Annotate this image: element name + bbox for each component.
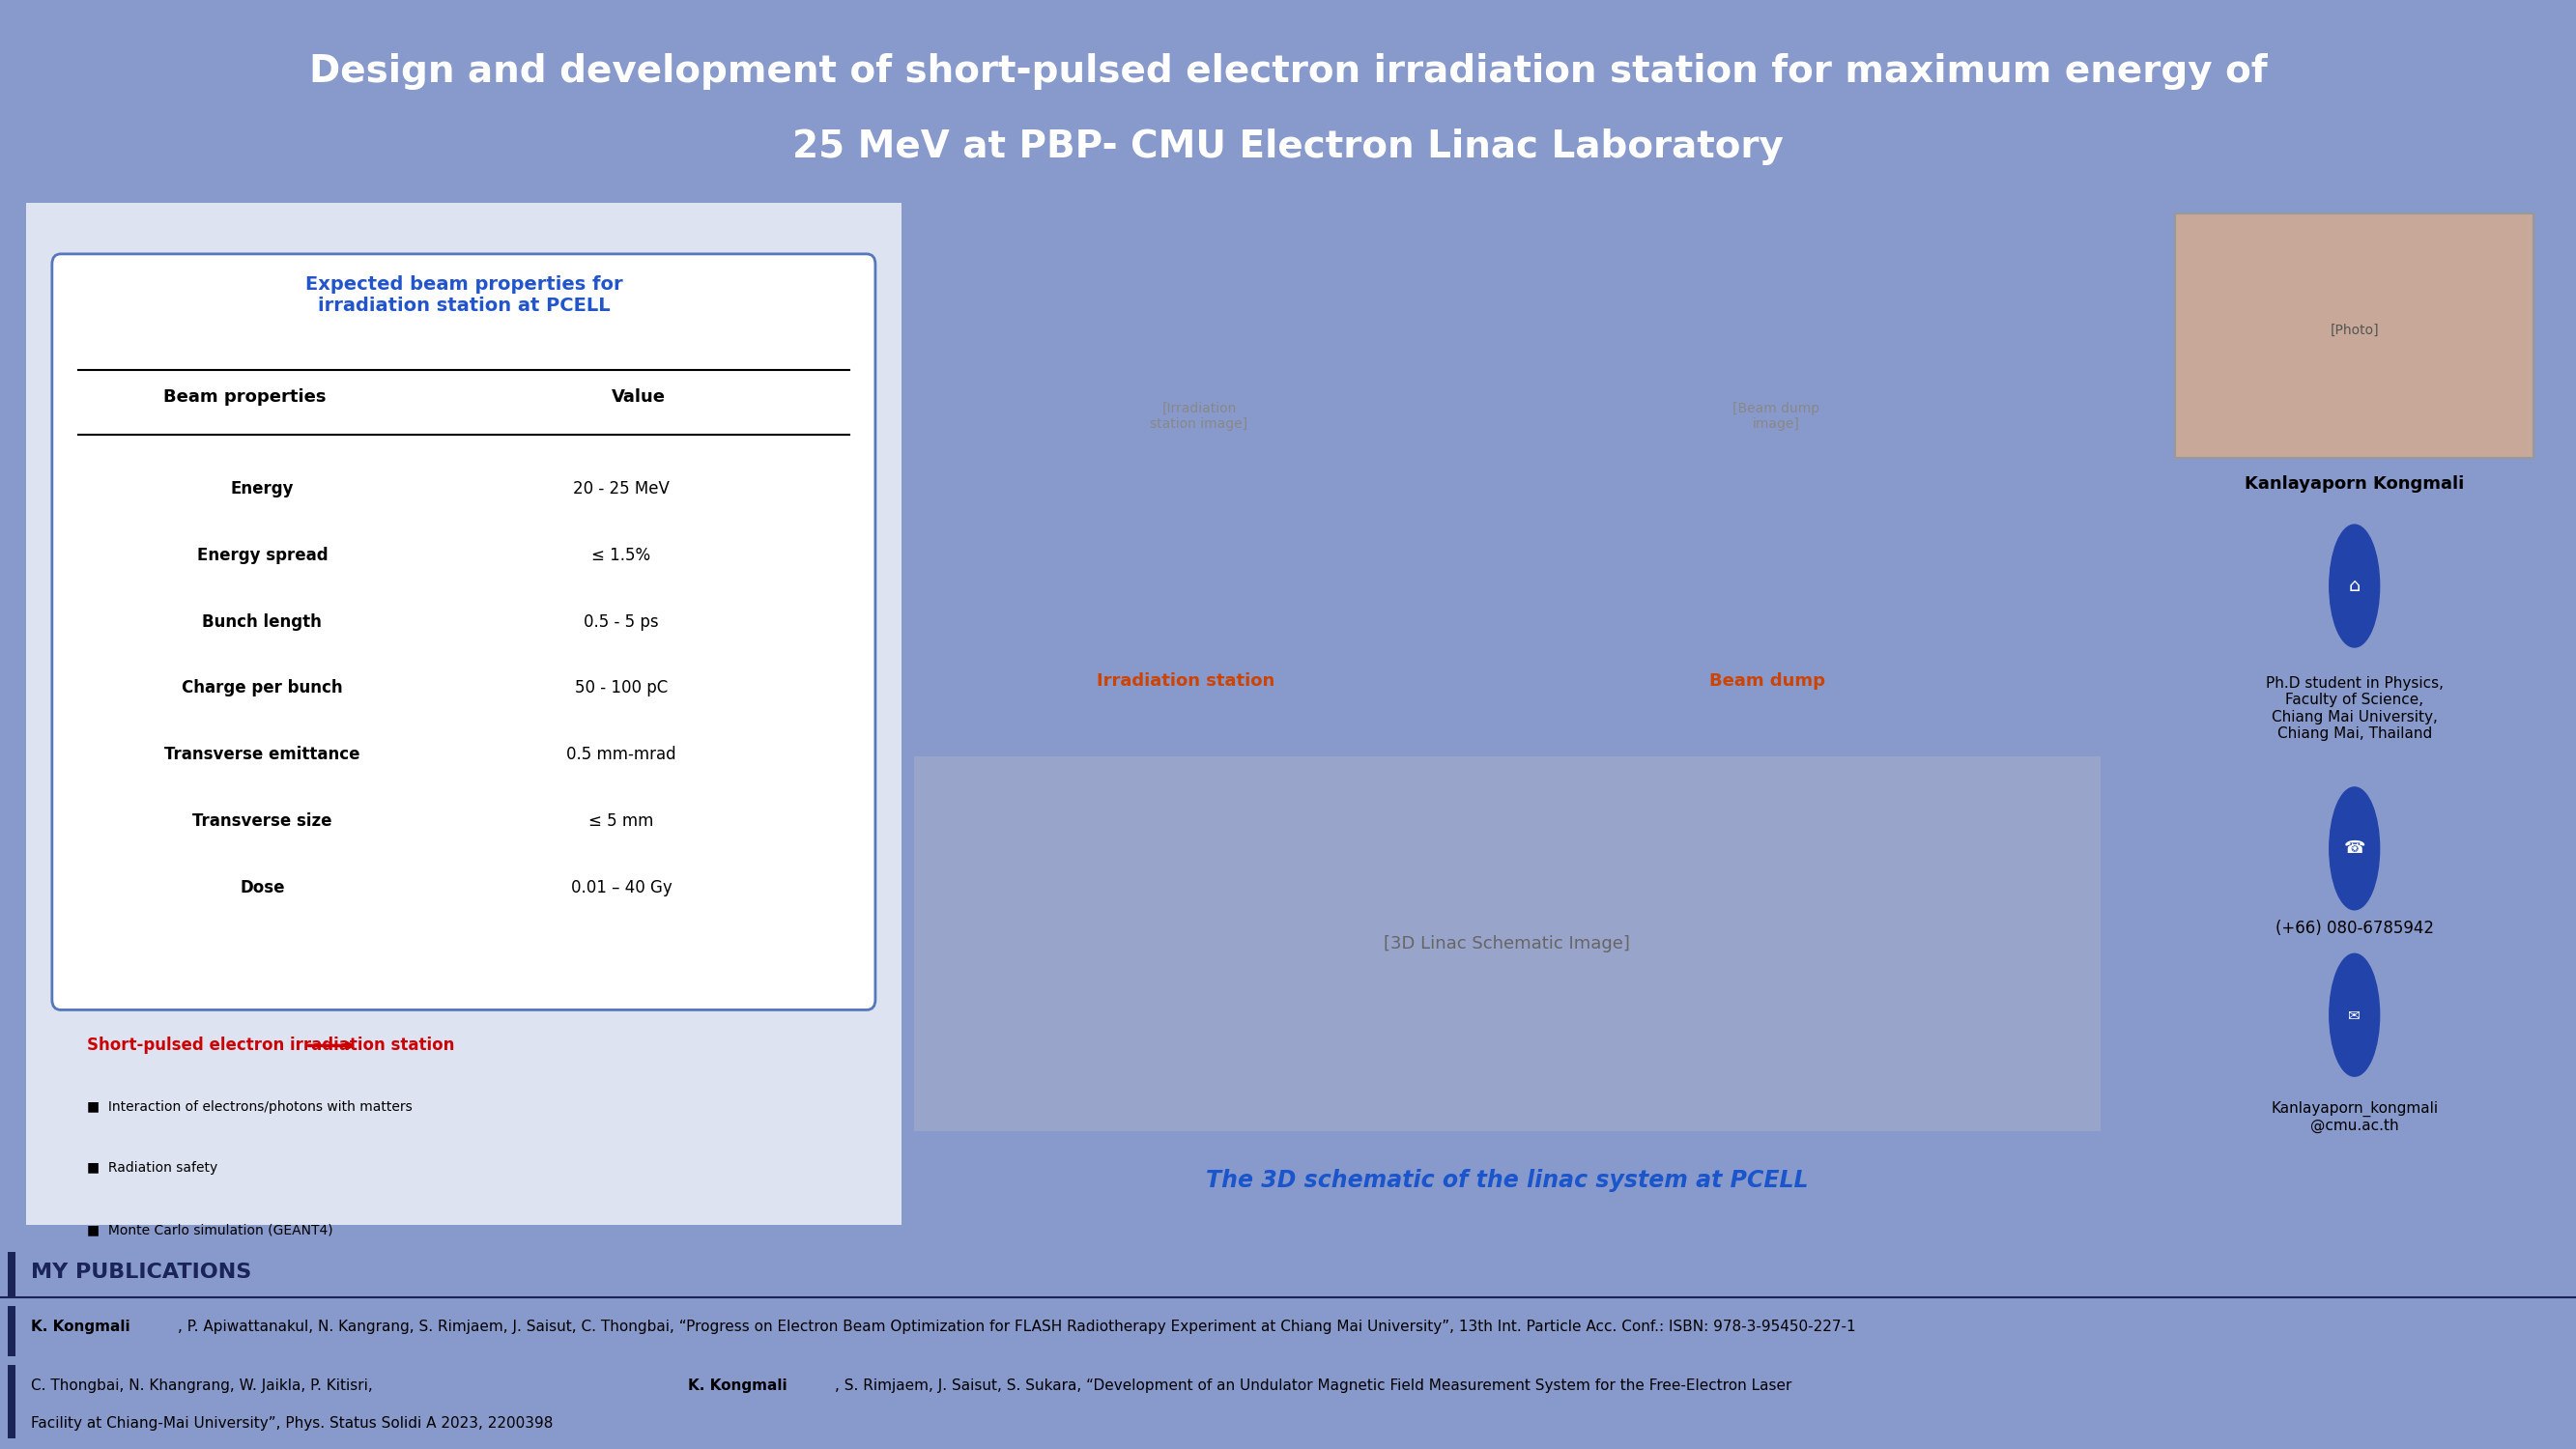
Text: ≤ 5 mm: ≤ 5 mm	[590, 813, 654, 830]
Text: K. Kongmali: K. Kongmali	[31, 1320, 129, 1335]
Text: Bunch length: Bunch length	[204, 613, 322, 630]
Text: ✉: ✉	[2349, 1007, 2360, 1022]
Text: Design and development of short-pulsed electron irradiation station for maximum : Design and development of short-pulsed e…	[309, 54, 2267, 90]
Text: Value: Value	[611, 388, 667, 406]
Text: 25 MeV at PBP- CMU Electron Linac Laboratory: 25 MeV at PBP- CMU Electron Linac Labora…	[793, 129, 1783, 165]
Text: , P. Apiwattanakul, N. Kangrang, S. Rimjaem, J. Saisut, C. Thongbai, “Progress o: , P. Apiwattanakul, N. Kangrang, S. Rimj…	[178, 1320, 1855, 1335]
Circle shape	[2329, 953, 2380, 1077]
Text: ■  Radiation safety: ■ Radiation safety	[88, 1162, 219, 1175]
Text: ■  Interaction of electrons/photons with matters: ■ Interaction of electrons/photons with …	[88, 1100, 412, 1114]
Text: , S. Rimjaem, J. Saisut, S. Sukara, “Development of an Undulator Magnetic Field : , S. Rimjaem, J. Saisut, S. Sukara, “Dev…	[835, 1379, 1790, 1394]
Text: ■  Monte Carlo simulation (GEANT4): ■ Monte Carlo simulation (GEANT4)	[88, 1223, 332, 1236]
Text: 0.01 – 40 Gy: 0.01 – 40 Gy	[572, 878, 672, 895]
Circle shape	[2329, 525, 2380, 648]
Text: ☎: ☎	[2344, 840, 2365, 858]
Text: Kanlayaporn_kongmali
@cmu.ac.th: Kanlayaporn_kongmali @cmu.ac.th	[2272, 1101, 2437, 1133]
FancyBboxPatch shape	[8, 1306, 15, 1356]
FancyBboxPatch shape	[8, 1252, 15, 1298]
FancyBboxPatch shape	[8, 1365, 15, 1439]
Text: Beam properties: Beam properties	[162, 388, 327, 406]
Text: ⌂: ⌂	[2349, 577, 2360, 596]
Text: 20 - 25 MeV: 20 - 25 MeV	[572, 480, 670, 497]
Text: [Irradiation
station image]: [Irradiation station image]	[1151, 401, 1247, 432]
Text: (+66) 080-6785942: (+66) 080-6785942	[2275, 920, 2434, 938]
Text: 0.5 mm-mrad: 0.5 mm-mrad	[567, 746, 677, 764]
Text: C. Thongbai, N. Khangrang, W. Jaikla, P. Kitisri,: C. Thongbai, N. Khangrang, W. Jaikla, P.…	[31, 1379, 379, 1394]
Text: Expected beam properties for
irradiation station at PCELL: Expected beam properties for irradiation…	[304, 275, 623, 314]
Text: Transverse size: Transverse size	[193, 813, 332, 830]
Text: Facility at Chiang-Mai University”, Phys. Status Solidi A 2023, 2200398: Facility at Chiang-Mai University”, Phys…	[31, 1417, 554, 1432]
Text: 0.5 - 5 ps: 0.5 - 5 ps	[585, 613, 659, 630]
Text: Kanlayaporn Kongmali: Kanlayaporn Kongmali	[2244, 475, 2465, 493]
Text: Charge per bunch: Charge per bunch	[183, 680, 343, 697]
Text: Beam dump: Beam dump	[1710, 672, 1826, 690]
FancyBboxPatch shape	[52, 254, 876, 1010]
FancyBboxPatch shape	[914, 756, 2099, 1130]
Text: Energy: Energy	[232, 480, 294, 497]
Text: Energy spread: Energy spread	[196, 546, 327, 564]
Text: 50 - 100 pC: 50 - 100 pC	[574, 680, 667, 697]
Text: [3D Linac Schematic Image]: [3D Linac Schematic Image]	[1383, 935, 1631, 952]
FancyBboxPatch shape	[2174, 213, 2535, 458]
Text: K. Kongmali: K. Kongmali	[688, 1379, 786, 1394]
Text: Transverse emittance: Transverse emittance	[165, 746, 361, 764]
Text: The 3D schematic of the linac system at PCELL: The 3D schematic of the linac system at …	[1206, 1168, 1808, 1191]
Text: ≤ 1.5%: ≤ 1.5%	[592, 546, 652, 564]
Circle shape	[2329, 787, 2380, 910]
Text: [Photo]: [Photo]	[2331, 323, 2378, 338]
FancyBboxPatch shape	[18, 193, 909, 1235]
Text: Ph.D student in Physics,
Faculty of Science,
Chiang Mai University,
Chiang Mai, : Ph.D student in Physics, Faculty of Scie…	[2264, 677, 2445, 740]
Text: Irradiation station: Irradiation station	[1097, 672, 1275, 690]
Text: MY PUBLICATIONS: MY PUBLICATIONS	[31, 1264, 252, 1282]
Text: Short-pulsed electron irradiation station: Short-pulsed electron irradiation statio…	[88, 1037, 453, 1055]
Text: [Beam dump
image]: [Beam dump image]	[1734, 401, 1819, 432]
Text: Dose: Dose	[240, 878, 286, 895]
